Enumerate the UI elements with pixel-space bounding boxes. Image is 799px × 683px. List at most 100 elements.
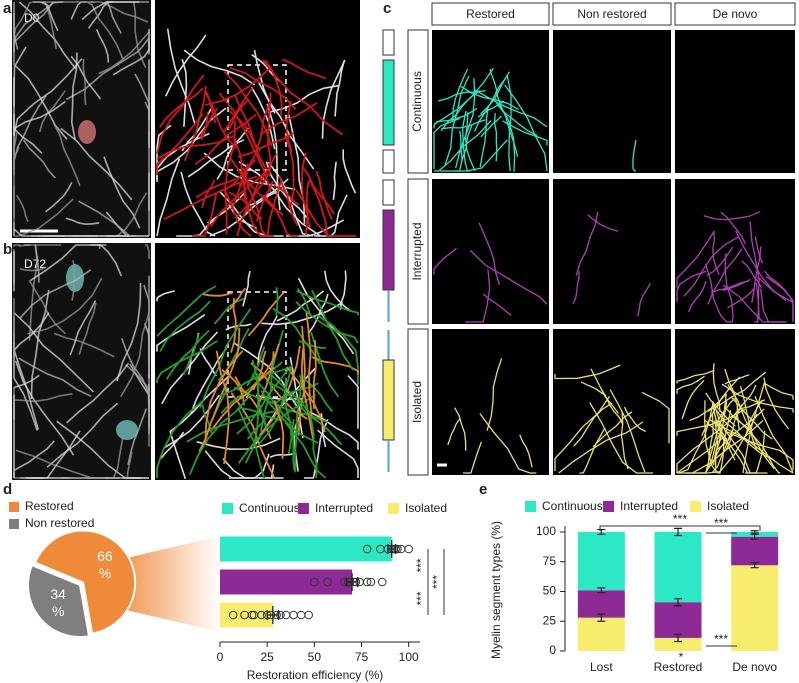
fiber <box>165 329 210 380</box>
fiber <box>722 284 788 323</box>
fiber <box>56 420 141 479</box>
fiber <box>251 54 283 84</box>
fiber <box>765 275 794 322</box>
fiber <box>190 347 228 414</box>
pie-slice <box>33 529 137 635</box>
trace-cell <box>553 329 671 475</box>
legend-swatch <box>222 503 233 514</box>
fiber <box>447 418 461 446</box>
bar-segment <box>731 536 779 566</box>
fiber <box>242 180 269 237</box>
sig-bracket <box>599 525 761 531</box>
fiber <box>504 84 548 172</box>
fiber <box>266 181 282 237</box>
fiber <box>261 301 343 326</box>
column-header-box <box>431 2 550 26</box>
trace-cell <box>553 179 671 324</box>
fiber <box>209 186 287 237</box>
fiber <box>60 127 133 201</box>
fiber <box>462 441 483 474</box>
fiber <box>259 102 318 136</box>
fiber <box>156 340 218 384</box>
fiber <box>13 1 33 37</box>
fiber <box>592 411 633 448</box>
fiber <box>262 194 299 237</box>
fiber <box>433 247 457 275</box>
fiber <box>479 413 537 474</box>
fiber <box>681 379 705 420</box>
fiber <box>444 75 470 167</box>
bar-segment <box>654 637 702 651</box>
fiber <box>258 82 315 170</box>
fiber <box>95 28 109 63</box>
fiber <box>294 376 302 473</box>
fiber <box>632 139 637 172</box>
fiber <box>194 113 257 166</box>
fiber <box>723 430 794 471</box>
fiber <box>216 127 249 180</box>
fiber <box>192 193 218 237</box>
fiber <box>238 161 321 237</box>
fiber <box>705 392 736 427</box>
error-bar <box>750 530 759 534</box>
fiber <box>297 326 306 436</box>
fiber <box>589 402 653 474</box>
fiber <box>482 293 512 316</box>
fiber <box>273 400 285 459</box>
fiber <box>127 408 148 465</box>
fiber <box>493 113 498 162</box>
fiber <box>498 103 516 172</box>
x-tick-label: 75 <box>355 650 369 664</box>
fiber <box>205 92 237 149</box>
fiber <box>219 367 287 397</box>
fiber <box>478 222 501 285</box>
fiber <box>473 76 508 132</box>
fiber <box>324 270 352 313</box>
fiber <box>236 365 292 435</box>
fiber <box>186 410 275 443</box>
fiber <box>707 371 767 412</box>
y-axis-label: Myelin segment types (%) <box>489 521 503 659</box>
fiber <box>134 73 150 121</box>
fiber <box>334 60 346 117</box>
fiber <box>13 393 73 403</box>
error-bar <box>597 587 606 594</box>
fiber <box>572 271 580 305</box>
fiber <box>676 435 726 474</box>
fiber <box>284 421 327 479</box>
fiber <box>710 280 750 294</box>
fiber <box>298 340 326 349</box>
slice-label: 66 % <box>97 547 113 581</box>
fiber <box>304 403 318 479</box>
fiber <box>229 67 297 111</box>
fiber <box>295 301 359 344</box>
fiber <box>216 158 257 194</box>
fiber <box>169 431 187 479</box>
fiber <box>78 302 97 355</box>
data-point <box>257 610 266 620</box>
fiber <box>264 59 283 117</box>
fiber <box>272 307 321 365</box>
fiber <box>637 283 651 317</box>
fiber <box>721 383 794 413</box>
fiber <box>242 270 251 307</box>
fiber <box>13 440 55 472</box>
fiber <box>227 99 250 130</box>
fiber <box>749 221 760 320</box>
fiber <box>723 405 753 432</box>
fiber <box>265 379 337 439</box>
fiber <box>116 282 142 382</box>
data-point <box>289 610 298 620</box>
fiber <box>712 230 720 275</box>
fiber <box>676 375 705 394</box>
fiber <box>213 297 245 325</box>
fiber <box>433 107 478 129</box>
error-bar <box>674 598 682 607</box>
fiber <box>22 139 56 179</box>
fiber <box>13 312 94 393</box>
x-tick-label: Restored <box>654 660 703 674</box>
data-point <box>362 577 372 587</box>
fiber <box>90 244 123 277</box>
data-point <box>296 610 306 620</box>
fiber <box>19 266 47 272</box>
